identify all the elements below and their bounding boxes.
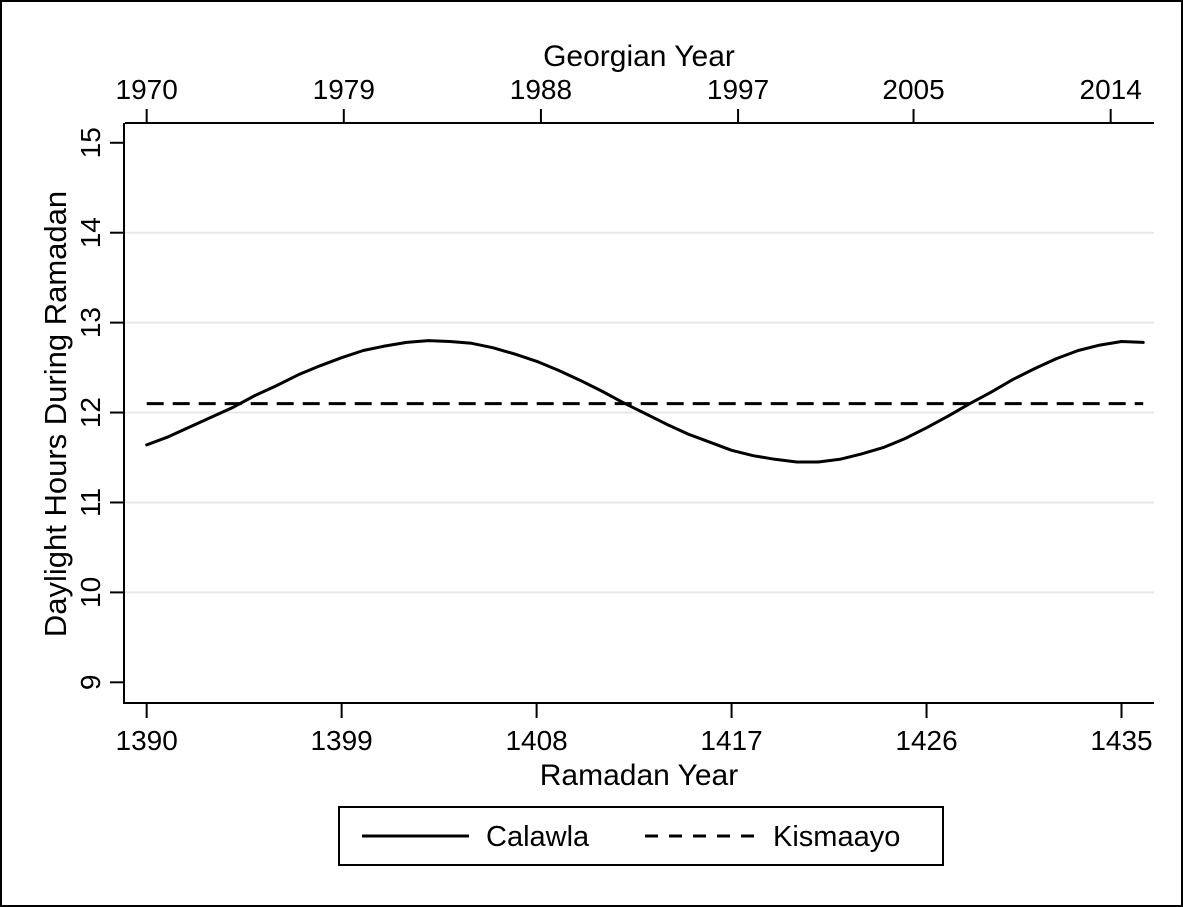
y-tick-label-9: 9 — [75, 675, 106, 691]
series-layer — [145, 339, 1145, 464]
calawla-line-series — [145, 339, 1145, 464]
top-tick-label-1970: 1970 — [116, 74, 178, 105]
y-axis-ticks: 9 10 11 12 13 14 15 — [75, 127, 125, 690]
top-axis-ticks: 1970 1979 1988 1997 2005 2014 — [116, 74, 1142, 123]
legend: Calawla Kismaayo — [338, 806, 944, 866]
y-tick-label-11: 11 — [75, 488, 106, 517]
bottom-tick-label-1417: 1417 — [700, 725, 762, 756]
bottom-tick-label-1408: 1408 — [505, 725, 567, 756]
y-tick-label-15: 15 — [75, 127, 106, 158]
y-tick-label-12: 12 — [75, 397, 106, 428]
legend-label-calawla: Calawla — [486, 821, 590, 853]
top-tick-label-1997: 1997 — [707, 74, 769, 105]
y-axis-title: Daylight Hours During Ramadan — [38, 191, 73, 637]
bottom-tick-label-1435: 1435 — [1090, 725, 1152, 756]
bottom-tick-label-1399: 1399 — [310, 725, 372, 756]
y-tick-label-14: 14 — [75, 217, 106, 248]
top-axis-title: Georgian Year — [543, 40, 735, 73]
gridlines — [125, 231, 1154, 594]
top-tick-label-2005: 2005 — [882, 74, 944, 105]
bottom-axis-title: Ramadan Year — [540, 759, 739, 792]
bottom-tick-label-1426: 1426 — [895, 725, 957, 756]
y-tick-label-13: 13 — [75, 307, 106, 338]
legend-label-kismaayo: Kismaayo — [773, 821, 900, 853]
top-tick-label-1988: 1988 — [510, 74, 572, 105]
top-tick-label-2014: 2014 — [1080, 74, 1142, 105]
top-tick-label-1979: 1979 — [313, 74, 375, 105]
bottom-axis-ticks: 1390 1399 1408 1417 1426 1435 — [116, 703, 1153, 756]
y-tick-label-10: 10 — [75, 577, 106, 608]
bottom-tick-label-1390: 1390 — [116, 725, 178, 756]
